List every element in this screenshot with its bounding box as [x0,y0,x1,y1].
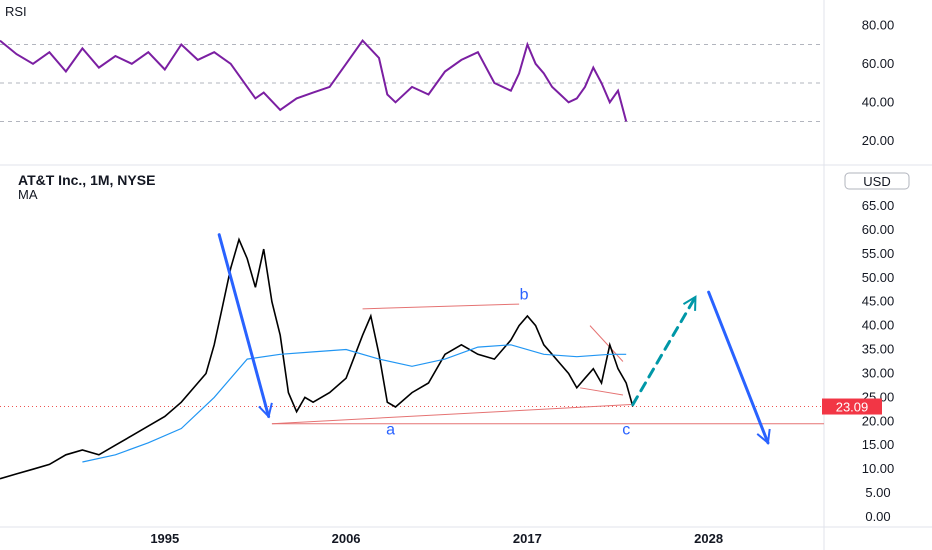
rsi-tick-label: 60.00 [862,56,895,71]
last-price-badge [822,398,882,415]
price-tick-label: 30.00 [862,365,895,380]
time-axis: 1995 2006 2017 2028 [150,531,723,546]
price-tick-label: 65.00 [862,198,895,213]
wave-label-a: a [386,422,395,439]
rsi-line [0,39,628,122]
wave-label-c: c [622,422,630,439]
rsi-guide-lines [0,44,824,122]
last-price-label: 23.09 [836,400,869,415]
price-tick-label: 10.00 [862,461,895,476]
price-tick-label: 35.00 [862,342,895,357]
rsi-tick-label: 80.00 [862,17,895,32]
price-tick-label: 5.00 [865,485,890,500]
projected-down-arrow [707,290,771,445]
rsi-tick-label: 40.00 [862,94,895,109]
wave-labels: a b c [386,286,630,438]
price-tick-label: 15.00 [862,437,895,452]
price-tick-label: 55.00 [862,246,895,261]
drawn-arrows [217,233,771,445]
channel-line [271,404,632,425]
price-tick-label: 0.00 [865,509,890,524]
rsi-y-axis: 80.00 60.00 40.00 20.00 [862,17,895,148]
price-y-axis: 65.00 60.00 55.00 50.00 45.00 40.00 35.00 30.00… [862,198,895,524]
rsi-tick-label: 20.00 [862,133,895,148]
time-tick-label: 2006 [332,531,361,546]
channel-line [580,387,624,396]
price-tick-label: 45.00 [862,294,895,309]
channel-line [362,303,520,310]
price-line [0,237,634,480]
price-tick-label: 40.00 [862,318,895,333]
projected-up-arrow [631,295,697,407]
time-tick-label: 2028 [694,531,723,546]
rsi-title: RSI [5,4,27,19]
price-tick-label: 50.00 [862,270,895,285]
currency-label[interactable]: USD [863,174,890,189]
wave-label-b: b [520,286,529,303]
channel-lines [271,303,632,425]
ma-legend: MA [18,187,38,202]
channel-line [589,325,624,362]
price-tick-label: 60.00 [862,222,895,237]
moving-average-line [82,344,627,463]
time-tick-label: 2017 [513,531,542,546]
time-tick-label: 1995 [150,531,179,546]
currency-badge[interactable] [844,172,910,190]
price-tick-label: 20.00 [862,413,895,428]
down-arrow-1 [217,233,273,419]
price-title: AT&T Inc., 1M, NYSE [18,172,155,188]
